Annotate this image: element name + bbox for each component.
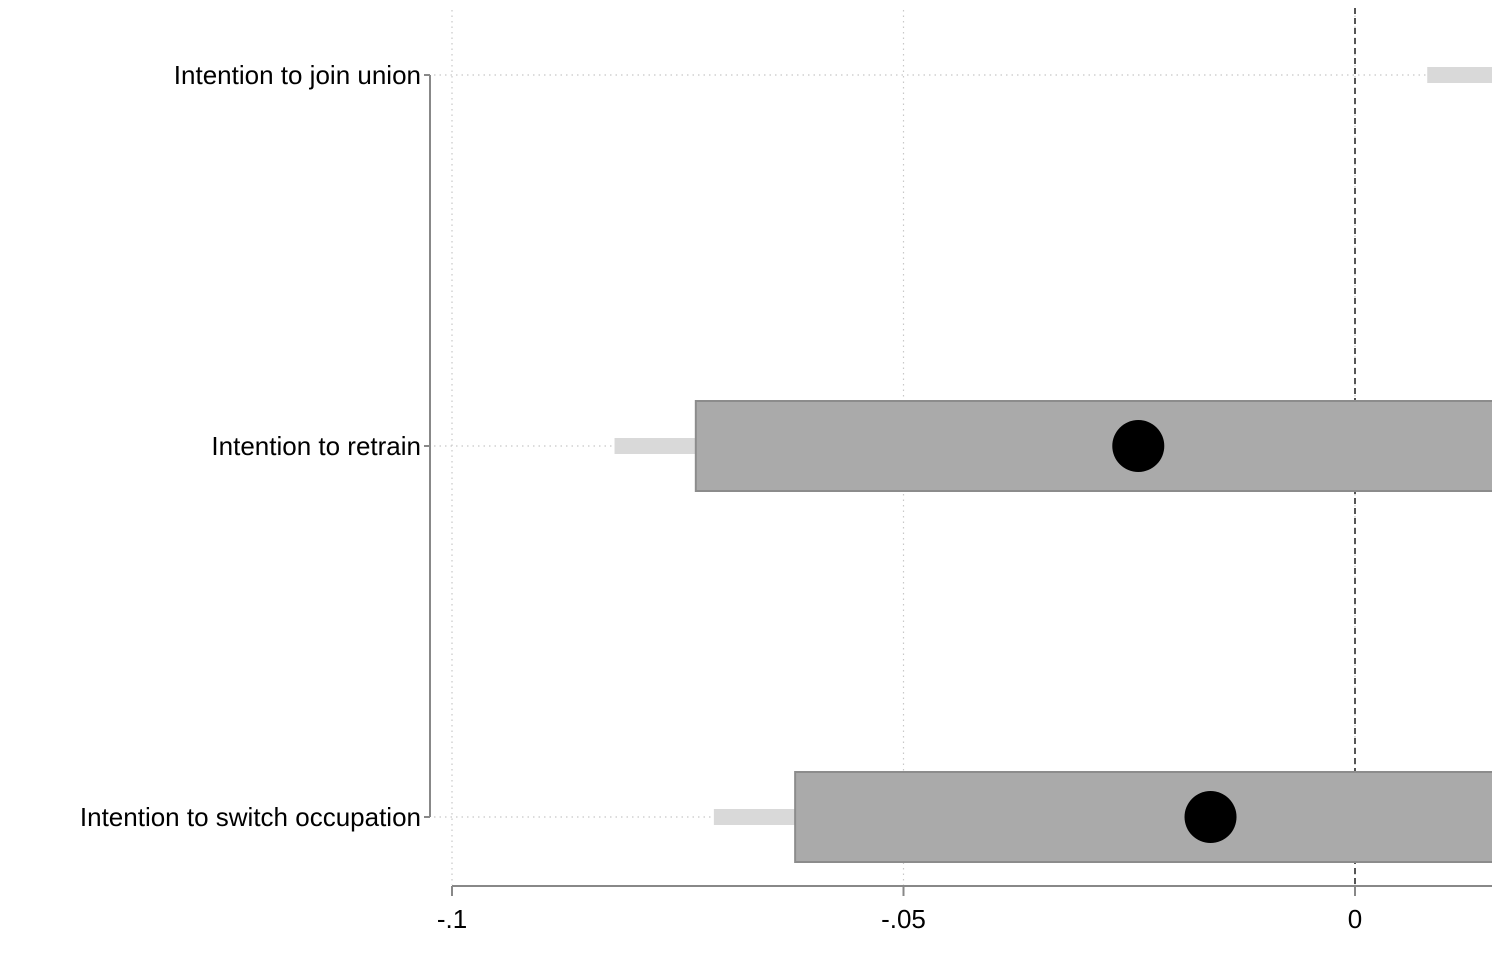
- inner-ci-box: [694, 400, 1492, 492]
- inner-ci-box: [794, 771, 1492, 863]
- x-tick-label: -.05: [881, 904, 926, 934]
- category-label: Intention to retrain: [211, 431, 421, 461]
- point-estimate-marker: [1112, 420, 1165, 472]
- point-estimate-marker: [1184, 791, 1237, 843]
- outer-ci-bar: [1427, 67, 1492, 83]
- x-tick-label: -.1: [437, 904, 467, 934]
- x-tick-label: 0: [1348, 904, 1362, 934]
- category-label: Intention to join union: [174, 60, 421, 90]
- category-label: Intention to switch occupation: [80, 802, 421, 832]
